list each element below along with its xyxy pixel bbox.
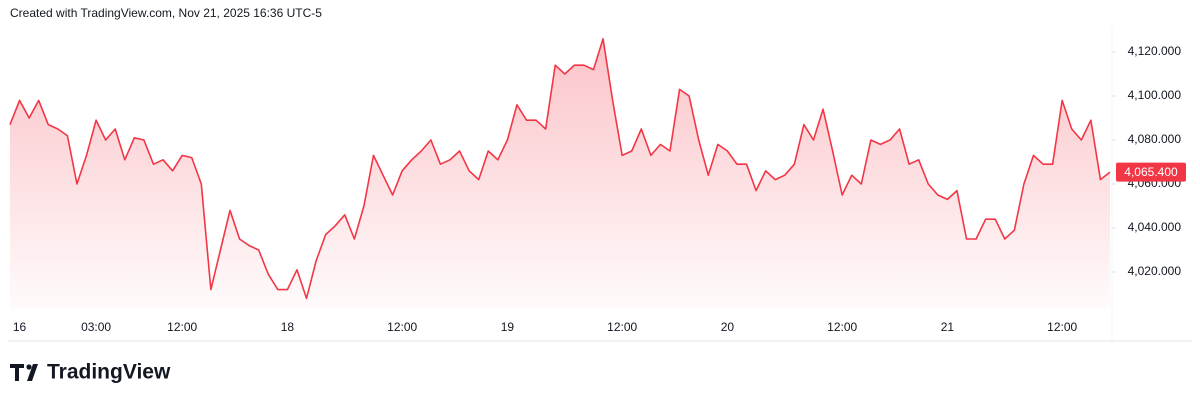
logo-t <box>10 364 24 381</box>
x-tick-label: 20 <box>721 320 735 334</box>
price-line <box>9 38 1111 300</box>
y-tick-label: 4,020.000 <box>1128 264 1182 278</box>
logo-v <box>27 364 38 381</box>
x-tick-label: 18 <box>281 320 295 334</box>
x-tick-label: 16 <box>13 320 27 334</box>
x-tick-label: 12:00 <box>827 320 857 334</box>
area-fill <box>10 38 1110 310</box>
x-tick-label: 12:00 <box>387 320 417 334</box>
last-price-badge: 4,065.400 <box>1116 162 1186 182</box>
y-tick-label: 4,080.000 <box>1128 132 1182 146</box>
y-tick-label: 4,100.000 <box>1128 88 1182 102</box>
x-tick-label: 19 <box>501 320 515 334</box>
brand-name: TradingView <box>47 361 171 384</box>
x-tick-label: 12:00 <box>167 320 197 334</box>
logo-dot <box>26 364 32 370</box>
brand-logo <box>10 364 38 381</box>
header-text: Created with TradingView.com, Nov 21, 20… <box>10 6 322 20</box>
x-tick-label: 12:00 <box>1047 320 1077 334</box>
y-tick-label: 4,040.000 <box>1128 220 1182 234</box>
last-price-label: 4,065.400 <box>1124 165 1178 179</box>
x-tick-label: 03:00 <box>81 320 111 334</box>
y-tick-label: 4,120.000 <box>1128 44 1182 58</box>
x-tick-label: 21 <box>941 320 955 334</box>
x-tick-label: 12:00 <box>607 320 637 334</box>
last-price-box <box>1116 162 1186 182</box>
